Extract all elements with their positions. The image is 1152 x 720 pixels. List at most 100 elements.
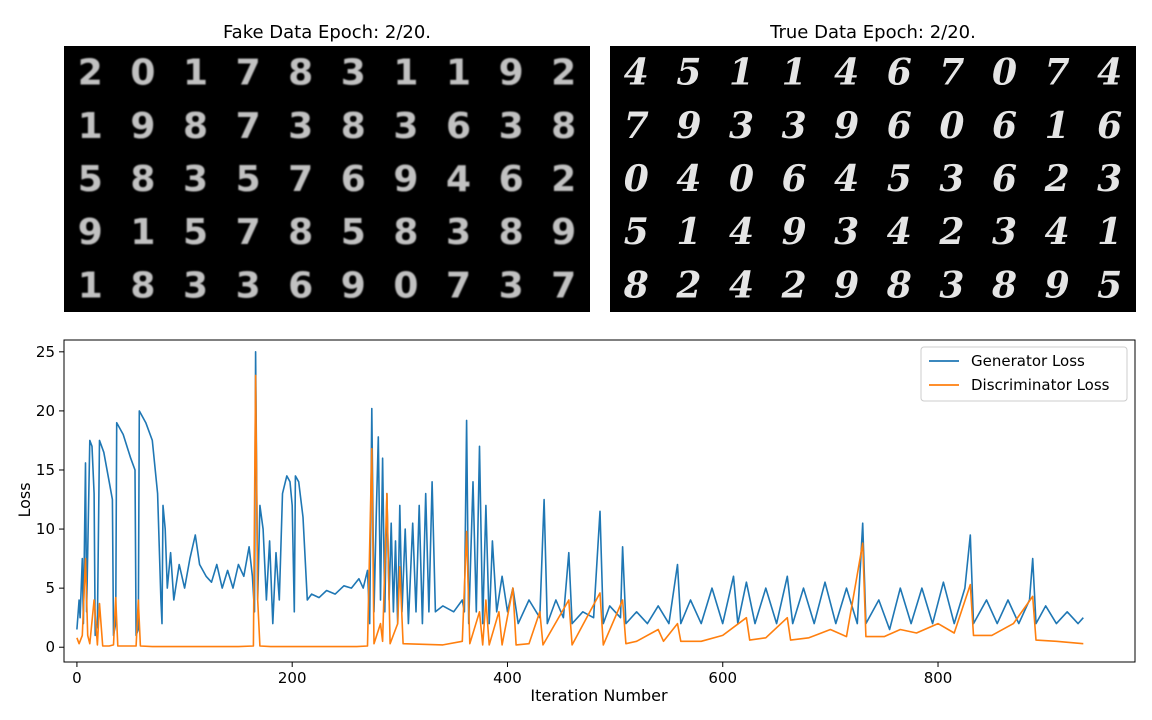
true-digit: 4: [887, 211, 912, 253]
fake-digit: 9: [393, 159, 418, 200]
fake-digit: 3: [288, 106, 313, 147]
fake-digit: 5: [183, 212, 208, 253]
y-tick-label: 25: [36, 343, 55, 361]
true-digit: 7: [1045, 52, 1070, 94]
fake-digit: 0: [130, 53, 155, 94]
true-digit: 0: [624, 158, 649, 200]
true-digit: 8: [623, 264, 649, 306]
fake-digit: 3: [499, 106, 524, 147]
fake-digit: 9: [341, 265, 366, 306]
fake-digit: 7: [446, 265, 471, 306]
fake-digit: 3: [236, 265, 261, 306]
y-tick-label: 10: [36, 520, 55, 538]
fake-digit: 8: [288, 53, 313, 94]
fake-digit: 8: [551, 106, 576, 147]
true-digit: 2: [938, 211, 964, 253]
x-tick-label: 600: [708, 669, 737, 687]
fake-digit: 0: [393, 265, 418, 306]
x-tick-label: 400: [493, 669, 522, 687]
true-digit: 4: [624, 52, 649, 94]
true-digit: 8: [991, 264, 1017, 306]
fake-digit: 3: [446, 212, 471, 253]
true-digit: 2: [781, 264, 807, 306]
true-digit: 4: [1045, 211, 1070, 253]
true-data-title: True Data Epoch: 2/20.: [770, 22, 976, 43]
true-digit: 1: [782, 52, 807, 94]
fake-digit: 2: [551, 53, 576, 94]
fake-digit: 9: [499, 53, 524, 94]
fake-digit: 9: [78, 212, 103, 253]
fake-digit: 7: [236, 53, 261, 94]
true-digit: 9: [676, 105, 701, 147]
fake-digit: 8: [288, 212, 313, 253]
true-digit: 1: [676, 211, 701, 253]
true-digit: 5: [887, 158, 912, 200]
true-digit: 1: [1045, 105, 1070, 147]
x-tick-label: 800: [924, 669, 953, 687]
y-tick-label: 5: [45, 579, 55, 597]
true-digit: 3: [939, 264, 964, 306]
fake-digit: 6: [288, 265, 313, 306]
true-digit: 7: [624, 105, 649, 147]
fake-digit: 8: [499, 212, 524, 253]
true-digit: 5: [1097, 264, 1122, 306]
fake-digit: 2: [551, 159, 576, 200]
true-digit: 3: [939, 158, 964, 200]
chart-legend: Generator Loss Discriminator Loss: [920, 346, 1128, 402]
fake-digit: 3: [393, 106, 418, 147]
fake-digit: 1: [78, 265, 103, 306]
fake-digit: 5: [78, 159, 103, 200]
true-digit: 3: [782, 105, 807, 147]
fake-digit: 8: [393, 212, 418, 253]
true-digit: 1: [1097, 211, 1122, 253]
true-digit: 7: [939, 52, 964, 94]
y-tick-label: 20: [36, 402, 55, 420]
true-digit: 3: [729, 105, 754, 147]
true-digit: 9: [834, 264, 859, 306]
true-digit: 9: [834, 105, 859, 147]
fake-digit: 5: [341, 212, 366, 253]
true-digit: 4: [729, 264, 754, 306]
true-digit: 6: [782, 158, 807, 200]
x-tick-label: 200: [278, 669, 307, 687]
fake-digit: 3: [341, 53, 366, 94]
true-digit: 5: [676, 52, 701, 94]
true-digit: 6: [887, 105, 912, 147]
fake-data-title: Fake Data Epoch: 2/20.: [222, 22, 432, 43]
true-digit: 6: [887, 52, 912, 94]
true-digit: 9: [782, 211, 807, 253]
x-tick-label: 0: [72, 669, 82, 687]
fake-digit: 3: [183, 265, 208, 306]
fake-digit: 6: [341, 159, 366, 200]
fake-digit: 1: [78, 106, 103, 147]
true-digit: 4: [834, 52, 859, 94]
fake-digit: 7: [236, 106, 261, 147]
fake-digit: 1: [130, 212, 155, 253]
y-tick-label: 0: [45, 638, 55, 656]
fake-digit: 8: [341, 106, 366, 147]
fake-digit: 5: [236, 159, 261, 200]
loss-chart: 0 200 400 600 800 0 5 10 15 20 25 Loss Iteration N…: [15, 339, 1136, 705]
fake-digit: 7: [551, 265, 576, 306]
series-line-discriminator-loss: [76, 374, 1084, 648]
series-line-generator-loss: [76, 350, 1084, 637]
true-digit: 9: [1045, 264, 1070, 306]
y-tick-label: 15: [36, 461, 55, 479]
x-axis-label: Iteration Number: [530, 686, 668, 705]
true-digit: 0: [729, 158, 754, 200]
fake-digit: 7: [288, 159, 313, 200]
true-digit: 3: [1097, 158, 1122, 200]
true-digit: 4: [729, 211, 754, 253]
true-digit: 0: [992, 52, 1017, 94]
true-digit: 0: [939, 105, 964, 147]
legend-box: [920, 346, 1128, 402]
fake-digit: 9: [130, 106, 155, 147]
fake-digit: 2: [78, 53, 103, 94]
true-digit: 3: [834, 211, 859, 253]
true-digit: 5: [624, 211, 649, 253]
true-digit: 8: [886, 264, 912, 306]
fake-digit: 3: [499, 265, 524, 306]
true-digit: 1: [729, 52, 754, 94]
